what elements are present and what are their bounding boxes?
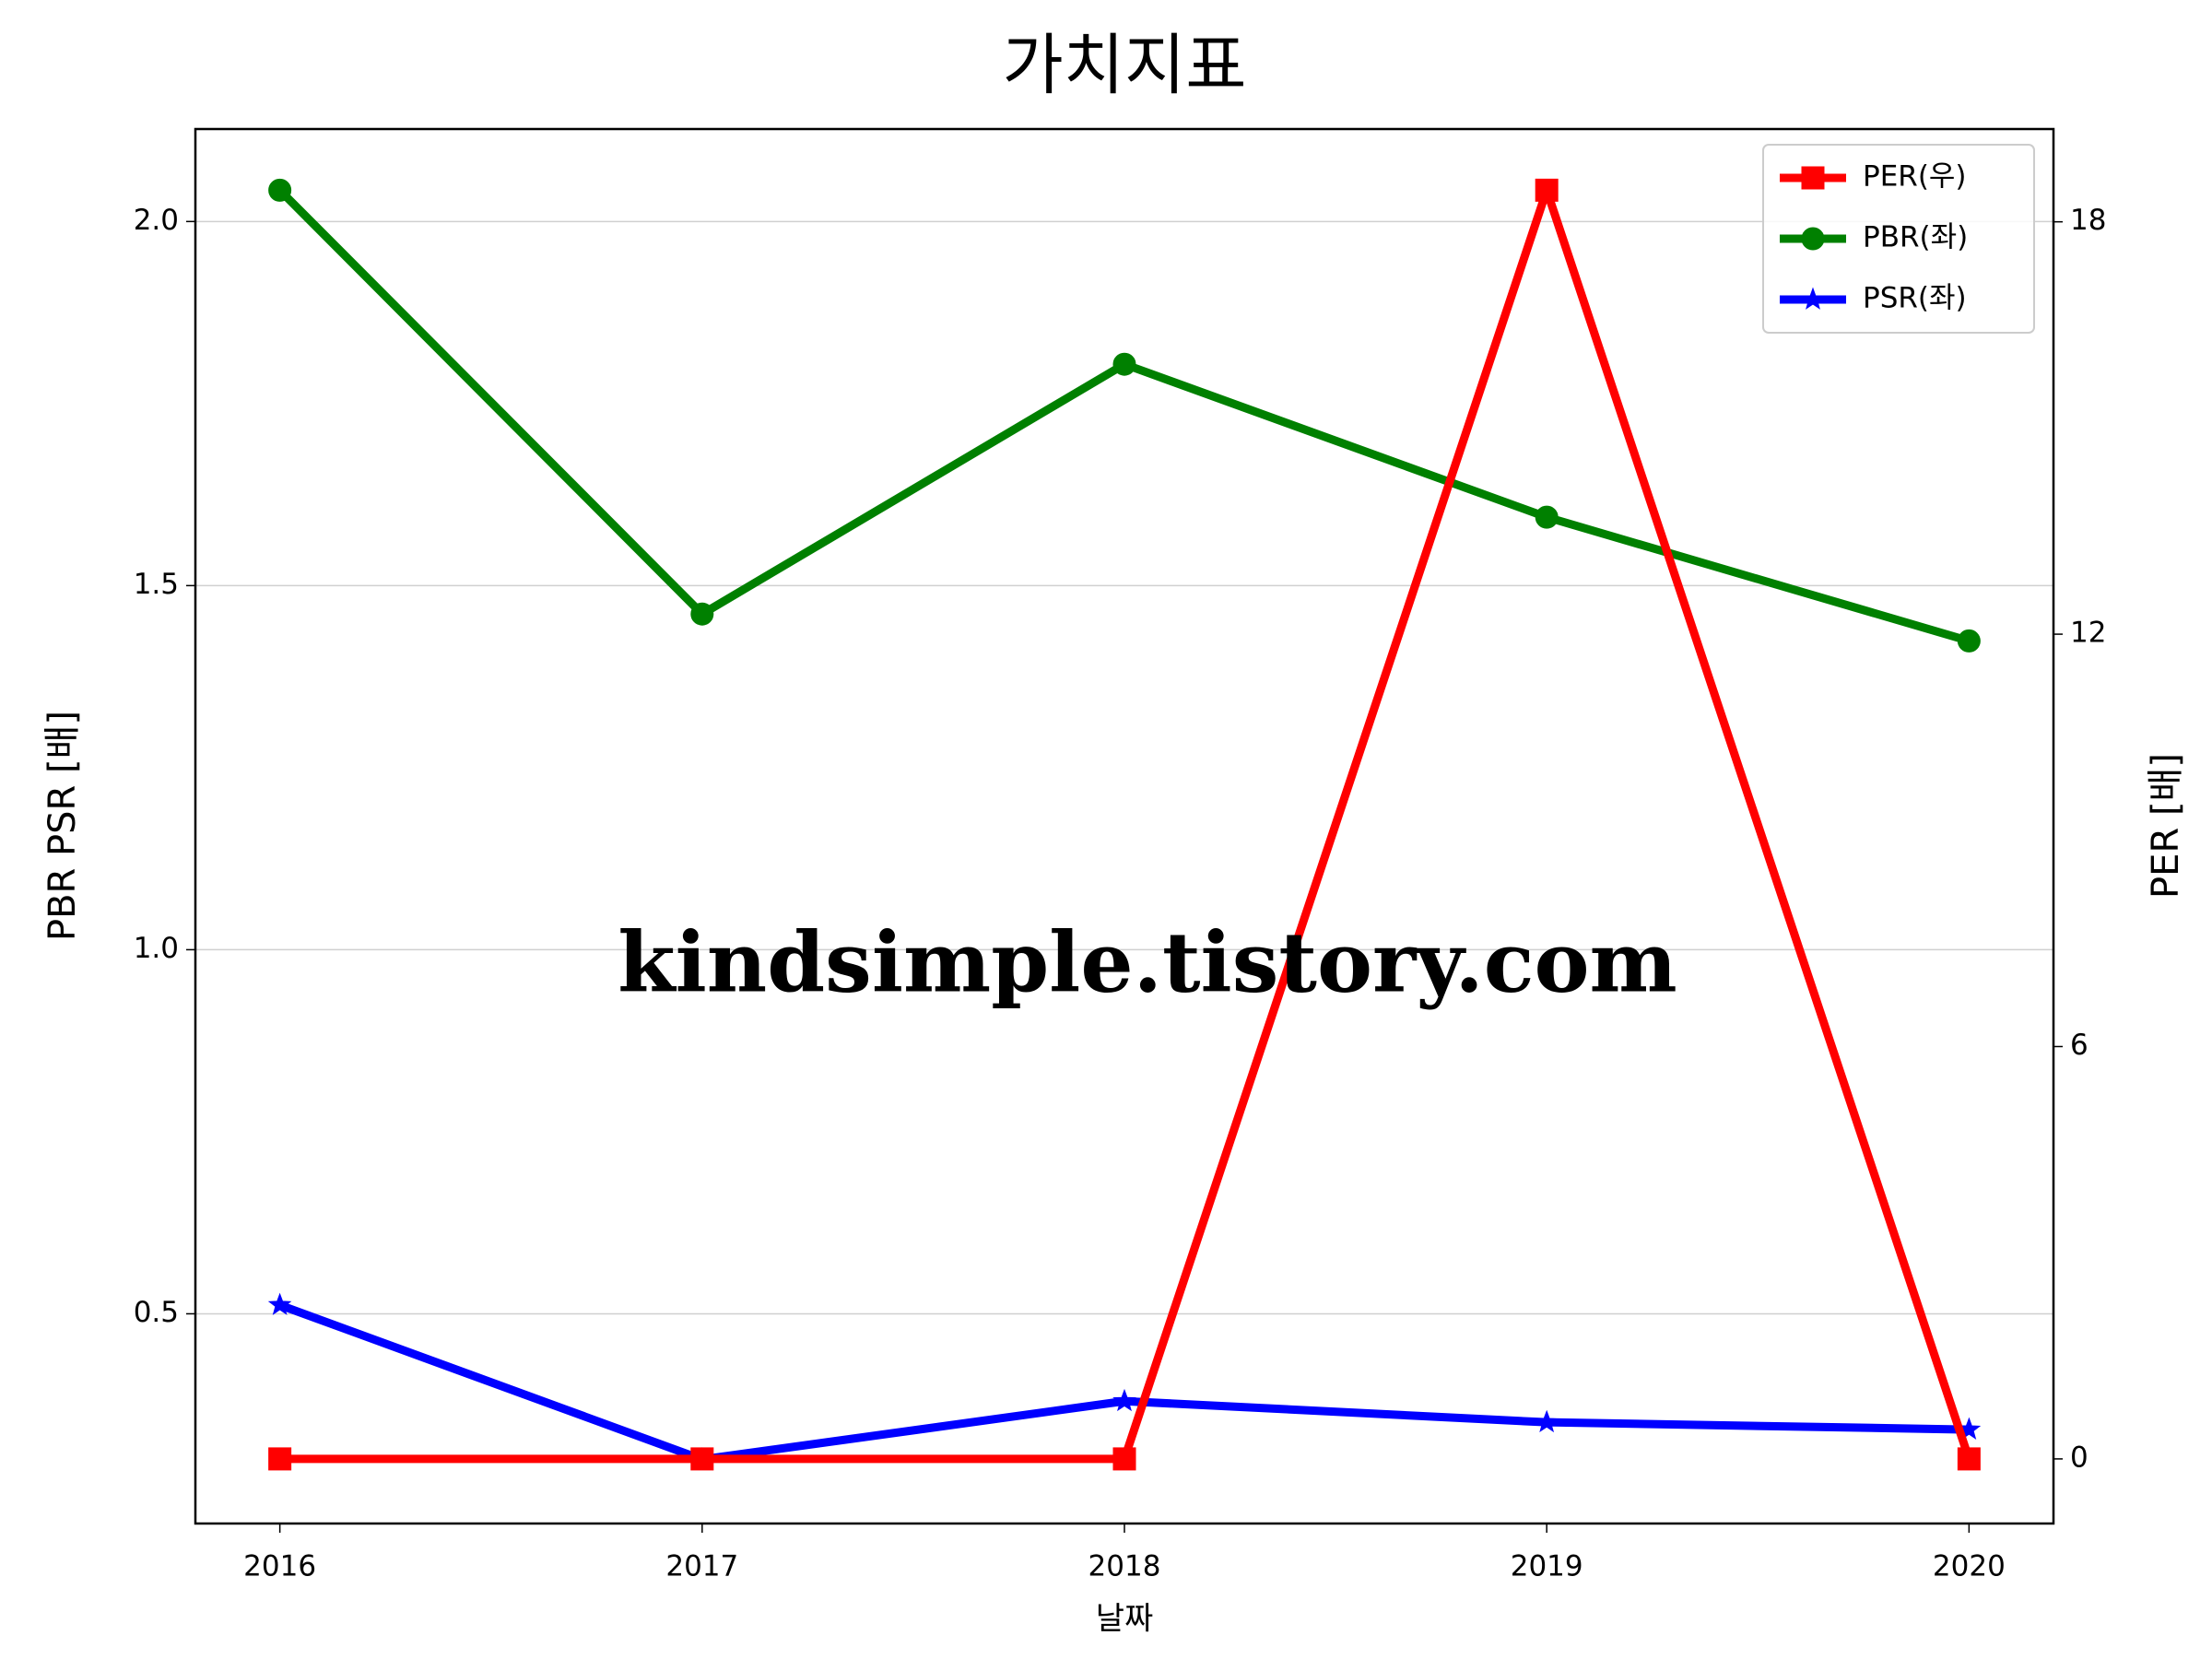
- x-tick-label: 2020: [1933, 1550, 2006, 1583]
- legend-marker: [1801, 166, 1825, 190]
- y2-tick-label: 12: [2070, 617, 2106, 650]
- y-tick-label: 0.5: [134, 1296, 179, 1329]
- legend-marker: [1801, 227, 1825, 251]
- marker: [1112, 352, 1136, 376]
- marker: [1112, 1388, 1136, 1412]
- x-tick-label: 2018: [1088, 1550, 1161, 1583]
- x-tick-label: 2017: [665, 1550, 738, 1583]
- legend-box: [1762, 144, 2035, 334]
- marker: [690, 1447, 714, 1471]
- y-tick-label: 1.0: [134, 932, 179, 965]
- y2-tick-label: 18: [2070, 204, 2106, 237]
- y-tick-label: 2.0: [134, 204, 179, 237]
- y2-tick-label: 0: [2070, 1441, 2088, 1474]
- y2-tick-label: 6: [2070, 1029, 2088, 1062]
- x-tick-label: 2016: [243, 1550, 316, 1583]
- marker: [1535, 1409, 1559, 1433]
- marker: [1957, 629, 1981, 653]
- legend-label: PSR(좌): [1863, 282, 1967, 315]
- marker: [1112, 1447, 1136, 1471]
- marker: [1535, 505, 1559, 529]
- watermark: kindsimple.tistory.com: [618, 914, 1677, 1012]
- legend-label: PER(우): [1863, 160, 1967, 194]
- y-tick-label: 1.5: [134, 568, 179, 601]
- legend-label: PBR(좌): [1863, 221, 1968, 254]
- legend-marker: [1801, 287, 1825, 310]
- chart-title: 가치지표: [1003, 27, 1247, 104]
- plot-frame: [194, 127, 2055, 1525]
- x-axis-label: 날짜: [1096, 1601, 1154, 1638]
- y2-axis-label: PER [배]: [2145, 753, 2187, 899]
- marker: [1957, 1447, 1981, 1471]
- marker: [267, 1292, 292, 1315]
- y-axis-label: PBR PSR [배]: [41, 711, 84, 941]
- marker: [268, 178, 292, 202]
- x-tick-label: 2019: [1511, 1550, 1583, 1583]
- marker: [1535, 178, 1559, 202]
- marker: [268, 1447, 292, 1471]
- marker: [690, 602, 714, 626]
